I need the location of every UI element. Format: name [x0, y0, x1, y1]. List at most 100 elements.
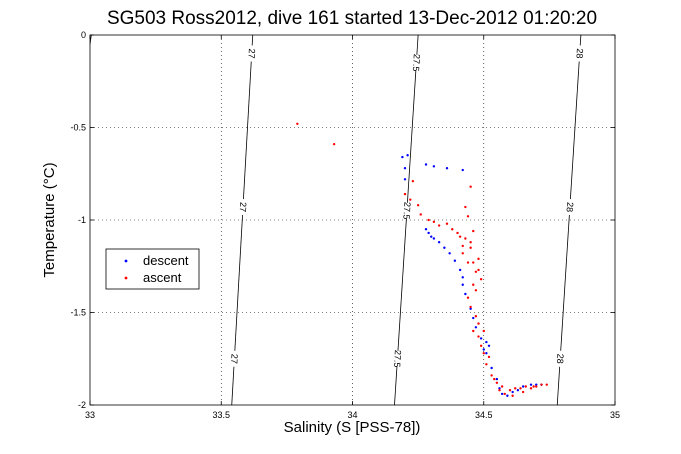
ascent-point	[498, 389, 501, 392]
descent-point	[490, 366, 493, 370]
ascent-point	[419, 213, 422, 216]
ascent-point	[472, 229, 475, 233]
x-tick-label: 34.5	[475, 410, 493, 420]
descent-point	[403, 178, 407, 181]
contour-label-28: 28	[574, 48, 585, 59]
descent-point	[424, 228, 428, 231]
descent-point	[516, 389, 520, 392]
x-tick-label: 35	[610, 410, 620, 420]
ascent-point	[474, 270, 478, 273]
ascent-point	[479, 344, 483, 347]
descent-point	[464, 292, 467, 296]
descent-point	[443, 246, 446, 249]
ascent-point	[490, 374, 493, 377]
descent-point	[448, 252, 451, 255]
contour-label-gap	[229, 350, 239, 367]
descent-point	[485, 340, 488, 344]
ascent-point	[472, 283, 475, 286]
ascent-point	[495, 381, 499, 384]
ascent-point	[464, 237, 467, 240]
ascent-point	[535, 385, 538, 388]
ascent-point	[332, 142, 336, 146]
contour-label-gap	[392, 350, 402, 367]
ascent-point	[469, 246, 472, 249]
ascent-point	[500, 385, 504, 388]
ascent-point	[469, 185, 472, 188]
ascent-point	[503, 392, 506, 396]
ascent-point	[524, 385, 527, 388]
descent-point	[401, 155, 404, 159]
ascent-point	[511, 394, 514, 397]
descent-point	[458, 268, 462, 272]
descent-point	[406, 154, 409, 157]
ascent-point	[466, 296, 470, 299]
descent-point	[474, 326, 478, 329]
ascent-point	[519, 387, 522, 390]
descent-point	[432, 165, 436, 168]
descent-point	[445, 167, 449, 170]
legend-box	[105, 248, 200, 290]
contour-label-27: 27	[246, 48, 257, 59]
descent-point	[521, 385, 525, 388]
descent-point	[506, 394, 509, 397]
density-contour-27	[231, 34, 254, 406]
contour-label-27.5: 27.5	[401, 202, 412, 220]
descent-point	[500, 392, 504, 396]
ascent-point	[411, 179, 415, 183]
descent-point	[432, 237, 436, 240]
contour-label-gap	[565, 198, 575, 216]
descent-point	[495, 377, 499, 381]
legend: descent ascent	[105, 248, 200, 290]
ascent-point	[403, 192, 407, 196]
contour-label-27: 27	[229, 353, 240, 364]
descent-point	[472, 316, 475, 320]
ascent-point	[477, 268, 480, 272]
ascent-point	[458, 235, 462, 238]
descent-point	[485, 352, 488, 355]
ascent-point	[482, 352, 485, 355]
x-tick-label: 33.5	[212, 410, 230, 420]
descent-point	[453, 259, 457, 262]
descent-point	[511, 390, 514, 394]
ascent-point	[532, 385, 535, 388]
ascent-point	[456, 231, 459, 235]
descent-point	[403, 167, 407, 170]
ascent-point	[485, 363, 488, 366]
descent-point	[529, 383, 533, 386]
descent-point	[461, 276, 464, 279]
contour-label-gap	[238, 198, 248, 216]
ascent-point	[477, 322, 480, 325]
ascent-point	[529, 387, 533, 390]
legend-label-descent: descent	[143, 253, 189, 268]
descent-point	[424, 163, 428, 166]
descent-point	[482, 348, 485, 351]
ascent-point	[466, 215, 470, 218]
ascent-point	[472, 261, 475, 264]
x-axis-label: Salinity (S [PSS-78])	[284, 419, 421, 436]
contour-label-27: 27	[238, 202, 249, 213]
ascent-point	[493, 377, 496, 381]
descent-point	[469, 307, 472, 310]
ascent-point	[464, 205, 467, 209]
ascent-point	[437, 224, 441, 227]
x-tick-label: 33	[85, 410, 95, 420]
chart-title: SG503 Ross2012, dive 161 started 13-Dec-…	[107, 8, 597, 29]
ascent-point	[540, 383, 543, 386]
x-tick-label: 34	[347, 410, 357, 420]
ascent-point	[416, 204, 420, 207]
ascent-point	[477, 335, 480, 338]
ascent-point	[514, 387, 517, 390]
contour-label-27.5: 27.5	[392, 350, 403, 368]
descent-point	[437, 241, 441, 244]
ascent-point	[296, 122, 299, 126]
contour-label-gap	[575, 45, 585, 62]
ascent-point	[545, 383, 548, 386]
density-contour-28	[556, 34, 582, 406]
ascent-point	[445, 222, 449, 225]
y-tick-label: -1	[78, 215, 86, 225]
y-axis-label: Temperature (°C)	[41, 162, 58, 277]
ascent-point	[461, 244, 464, 248]
ascent-point	[474, 315, 478, 318]
